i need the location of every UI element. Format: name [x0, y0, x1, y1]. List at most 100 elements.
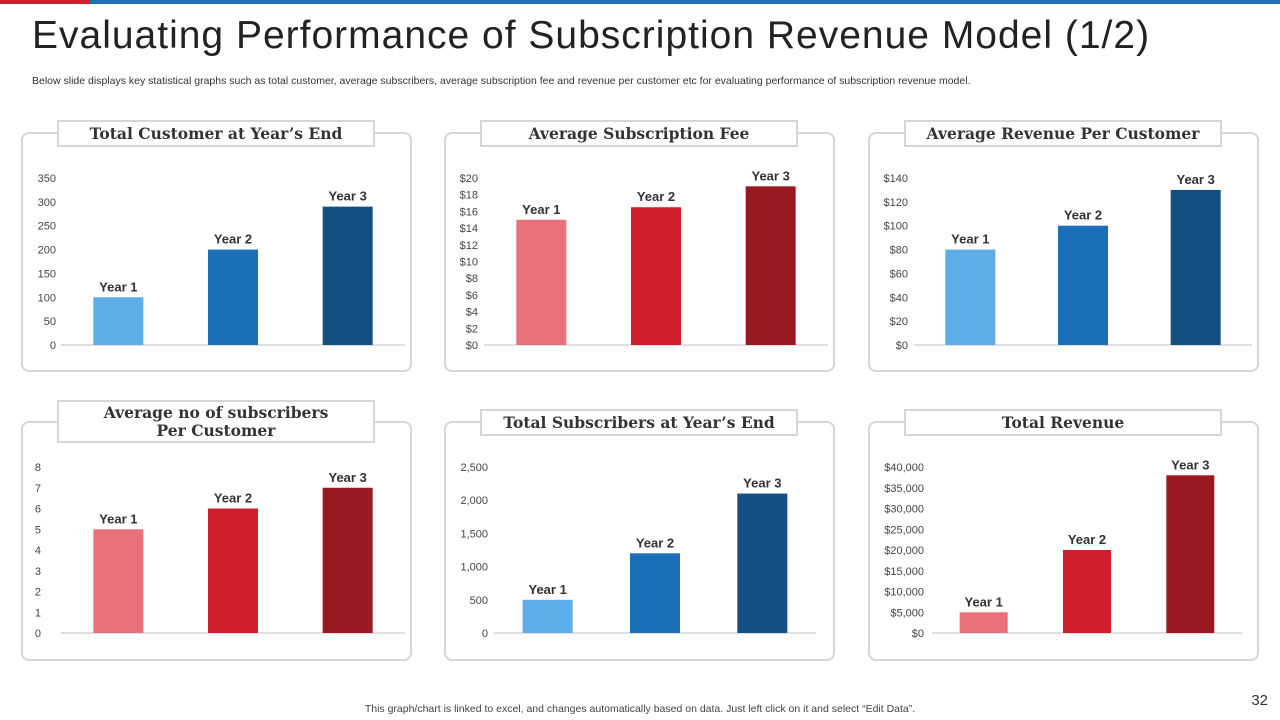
y-tick-label: 7 — [35, 483, 41, 495]
slide-subtitle: Below slide displays key statistical gra… — [32, 75, 971, 87]
bar-category-label: Year 2 — [214, 232, 252, 247]
accent-bar-red — [0, 0, 90, 4]
chart-title-avg-subscribers-per-customer: Average no of subscribers Per Customer — [57, 400, 375, 443]
y-tick-label: 1 — [35, 607, 41, 619]
chart-title-total-customer: Total Customer at Year’s End — [57, 120, 375, 147]
bar-category-label: Year 3 — [1171, 457, 1209, 472]
chart-title-avg-revenue-per-customer: Average Revenue Per Customer — [904, 120, 1222, 147]
y-tick-label: 2,500 — [460, 462, 488, 474]
bar-year-2[interactable] — [630, 553, 680, 633]
bar-year-1[interactable] — [959, 612, 1008, 633]
footer-note: This graph/chart is linked to excel, and… — [364, 703, 916, 715]
chart-total-subscribers[interactable]: 0 500 1,000 1,500 2,000 2,500 Year 1 Year 2 Year… — [444, 421, 835, 661]
y-tick-label: $16 — [460, 206, 478, 218]
chart-total-revenue[interactable]: $0 $5,000 $10,000 $15,000 $20,000 $25,000 $30,… — [868, 421, 1259, 661]
bar-category-label: Year 3 — [329, 189, 367, 204]
y-tick-label: 0 — [35, 628, 41, 640]
bar-year-1[interactable] — [93, 297, 144, 345]
y-tick-label: $10,000 — [884, 587, 924, 599]
y-tick-label: 300 — [38, 197, 56, 209]
bar-year-1[interactable] — [945, 249, 996, 345]
bar-category-label: Year 1 — [522, 202, 560, 217]
bar-category-label: Year 2 — [214, 491, 252, 506]
bar-year-3[interactable] — [1166, 475, 1215, 633]
bar-year-1[interactable] — [93, 529, 144, 633]
y-tick-label: $10 — [460, 257, 478, 269]
bar-year-2[interactable] — [208, 249, 258, 345]
chart-title-total-subscribers: Total Subscribers at Year’s End — [480, 409, 798, 436]
bar-category-label: Year 1 — [99, 279, 137, 294]
bar-year-2[interactable] — [631, 207, 681, 345]
bar-year-3[interactable] — [745, 186, 796, 345]
y-tick-label: 4 — [35, 545, 41, 557]
y-tick-label: 1,000 — [460, 562, 488, 574]
y-tick-label: $14 — [460, 223, 478, 235]
y-tick-label: 2,000 — [460, 495, 488, 507]
y-tick-label: 5 — [35, 524, 41, 536]
y-tick-label: $18 — [460, 190, 478, 202]
y-tick-label: $0 — [912, 628, 924, 640]
y-tick-label: $35,000 — [884, 483, 924, 495]
bar-category-label: Year 3 — [743, 476, 781, 491]
y-tick-label: 6 — [35, 504, 41, 516]
chart-avg-subscribers-per-customer[interactable]: 0 1 2 3 4 5 6 7 8 Year 1 Year 2 Year 3 — [21, 421, 412, 661]
y-tick-label: $0 — [466, 340, 478, 352]
bar-year-2[interactable] — [1058, 225, 1108, 345]
bar-year-3[interactable] — [737, 493, 788, 633]
bar-year-3[interactable] — [322, 206, 373, 345]
y-tick-label: 3 — [35, 566, 41, 578]
bar-category-label: Year 3 — [329, 470, 367, 485]
y-tick-label: $120 — [884, 197, 908, 209]
bar-year-1[interactable] — [516, 219, 567, 345]
bar-year-3[interactable] — [322, 487, 373, 633]
y-tick-label: 150 — [38, 268, 56, 280]
y-tick-label: 2 — [35, 587, 41, 599]
page-number: 32 — [1251, 692, 1268, 709]
y-tick-label: 200 — [38, 245, 56, 257]
chart-avg-revenue-per-customer[interactable]: $0 $20 $40 $60 $80 $100 $120 $140 Year 1 Year 2 Ye… — [868, 132, 1259, 372]
bar-category-label: Year 1 — [965, 594, 1003, 609]
y-tick-label: 0 — [482, 628, 488, 640]
bar-category-label: Year 3 — [1177, 172, 1215, 187]
bar-category-label: Year 1 — [951, 232, 989, 247]
y-tick-label: 8 — [35, 462, 41, 474]
y-tick-label: $140 — [884, 173, 908, 185]
y-tick-label: $60 — [890, 268, 908, 280]
y-tick-label: $25,000 — [884, 524, 924, 536]
y-tick-label: 1,500 — [460, 528, 488, 540]
bar-category-label: Year 1 — [99, 511, 137, 526]
y-tick-label: $2 — [466, 323, 478, 335]
y-tick-label: $40,000 — [884, 462, 924, 474]
bar-category-label: Year 1 — [529, 582, 567, 597]
y-tick-label: 350 — [38, 173, 56, 185]
y-tick-label: $20 — [890, 316, 908, 328]
y-tick-label: $0 — [896, 340, 908, 352]
y-tick-label: 500 — [470, 595, 488, 607]
bar-category-label: Year 2 — [1064, 208, 1102, 223]
y-tick-label: $12 — [460, 240, 478, 252]
y-tick-label: $8 — [466, 273, 478, 285]
y-tick-label: 100 — [38, 292, 56, 304]
bar-year-3[interactable] — [1170, 189, 1221, 345]
bar-year-2[interactable] — [208, 508, 258, 634]
y-tick-label: $15,000 — [884, 566, 924, 578]
y-tick-label: 0 — [50, 340, 56, 352]
chart-avg-subscription-fee[interactable]: $0 $2 $4 $6 $8 $10 $12 $14 $16 $18 $20 Year 1 Year 2… — [444, 132, 835, 372]
y-tick-label: $4 — [466, 307, 478, 319]
bar-year-1[interactable] — [522, 599, 573, 633]
slide-title: Evaluating Performance of Subscription R… — [32, 14, 1151, 57]
y-tick-label: $100 — [884, 221, 908, 233]
bar-category-label: Year 2 — [636, 535, 674, 550]
y-tick-label: $6 — [466, 290, 478, 302]
bar-category-label: Year 2 — [1068, 532, 1106, 547]
chart-title-avg-subscription-fee: Average Subscription Fee — [480, 120, 798, 147]
accent-bar-blue — [90, 0, 1280, 4]
y-tick-label: $5,000 — [890, 607, 924, 619]
y-tick-label: $20,000 — [884, 545, 924, 557]
bar-category-label: Year 3 — [752, 168, 790, 183]
chart-total-customer[interactable]: 0 50 100 150 200 250 300 350 Year 1 Year 2 Year 3 — [21, 132, 412, 372]
y-tick-label: $20 — [460, 173, 478, 185]
bar-year-2[interactable] — [1063, 550, 1111, 633]
y-tick-label: 250 — [38, 221, 56, 233]
y-tick-label: $40 — [890, 292, 908, 304]
